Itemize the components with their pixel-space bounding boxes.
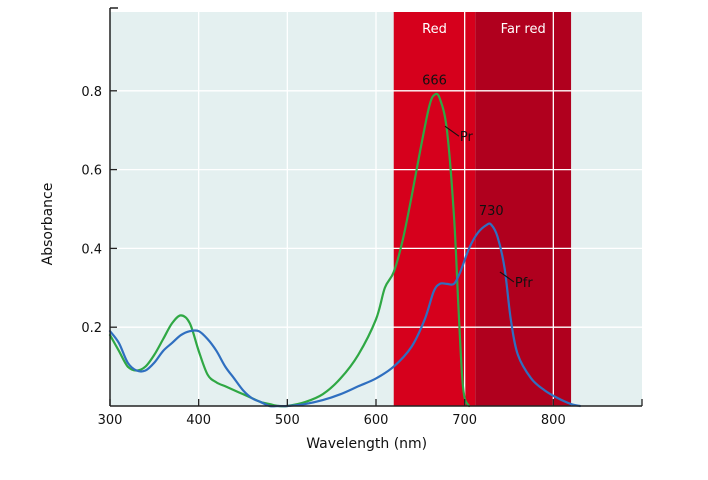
- y-tick-label: 0.2: [81, 321, 102, 336]
- peak-label: 666: [422, 74, 447, 89]
- band-far-red: [475, 12, 572, 406]
- peak-label: 730: [479, 204, 504, 219]
- y-tick-label: 0.8: [81, 85, 102, 100]
- series-line-pfr: [108, 222, 582, 408]
- ticks: 300 400 500 600 700 800 0.2 0.4 0.6 0.8: [81, 85, 643, 428]
- band-label: Red: [422, 22, 447, 37]
- series-label-pfr: Pfr: [515, 276, 533, 291]
- x-tick-label: 700: [452, 413, 477, 428]
- annotations: 666 730 Pr Pfr: [422, 74, 533, 291]
- y-tick-label: 0.4: [81, 242, 102, 257]
- series-label-leader: [444, 125, 460, 137]
- series-label-leader: [499, 271, 515, 283]
- grid-lines: [110, 12, 642, 406]
- band-label: Far red: [501, 22, 546, 37]
- wavelength-bands: Red Far red: [393, 12, 572, 406]
- x-tick-label: 800: [541, 413, 566, 428]
- series-label-pr: Pr: [460, 130, 474, 145]
- x-axis-label: Wavelength (nm): [306, 436, 427, 452]
- x-tick-label: 500: [275, 413, 300, 428]
- y-tick-label: 0.6: [81, 164, 102, 179]
- band-red: [393, 12, 476, 406]
- x-tick-label: 300: [98, 413, 123, 428]
- x-tick-label: 400: [186, 413, 211, 428]
- y-axis-label: Absorbance: [40, 183, 56, 266]
- x-tick-label: 600: [364, 413, 389, 428]
- labels: Wavelength (nm) Absorbance: [40, 183, 427, 452]
